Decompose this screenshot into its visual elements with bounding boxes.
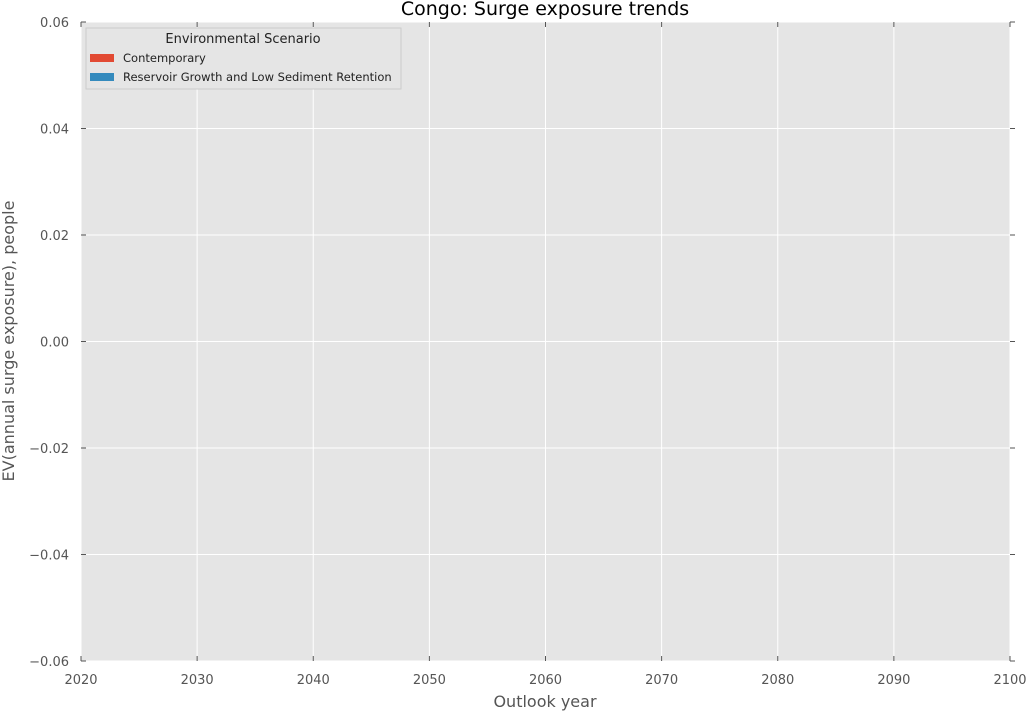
legend-label-reservoir-growth: Reservoir Growth and Low Sediment Retent… [123, 70, 392, 84]
x-tick-labels: 2020 2030 2040 2050 2060 2070 2080 2090 2100 [64, 673, 1026, 688]
x-tick-label: 2030 [181, 673, 214, 688]
y-axis-label: EV(annual surge exposure), people [0, 201, 18, 482]
y-tick-label: 0.02 [40, 229, 69, 244]
legend: Environmental Scenario Contemporary Rese… [85, 27, 402, 90]
legend-swatch-contemporary [90, 54, 114, 62]
legend-swatch-reservoir-growth [90, 73, 114, 81]
legend-box [85, 27, 402, 90]
x-tick-label: 2050 [413, 673, 446, 688]
x-axis-label: Outlook year [493, 692, 597, 711]
legend-title: Environmental Scenario [165, 32, 320, 47]
axis-ticks [80, 21, 1015, 662]
x-tick-label: 2100 [993, 673, 1026, 688]
x-tick-label: 2090 [877, 673, 910, 688]
y-tick-labels: −0.06 −0.04 −0.02 0.00 0.02 0.04 0.06 [29, 16, 69, 670]
y-tick-label: 0.00 [40, 336, 69, 351]
x-tick-label: 2020 [64, 673, 97, 688]
legend-label-contemporary: Contemporary [123, 51, 206, 65]
y-tick-label: 0.06 [40, 16, 69, 31]
x-tick-label: 2060 [529, 673, 562, 688]
chart-title: Congo: Surge exposure trends [401, 0, 689, 20]
y-tick-label: −0.04 [29, 549, 69, 564]
x-tick-label: 2070 [645, 673, 678, 688]
x-tick-label: 2080 [761, 673, 794, 688]
y-tick-label: −0.06 [29, 655, 69, 670]
x-tick-label: 2040 [297, 673, 330, 688]
y-tick-label: 0.04 [40, 123, 69, 138]
y-tick-label: −0.02 [29, 442, 69, 457]
